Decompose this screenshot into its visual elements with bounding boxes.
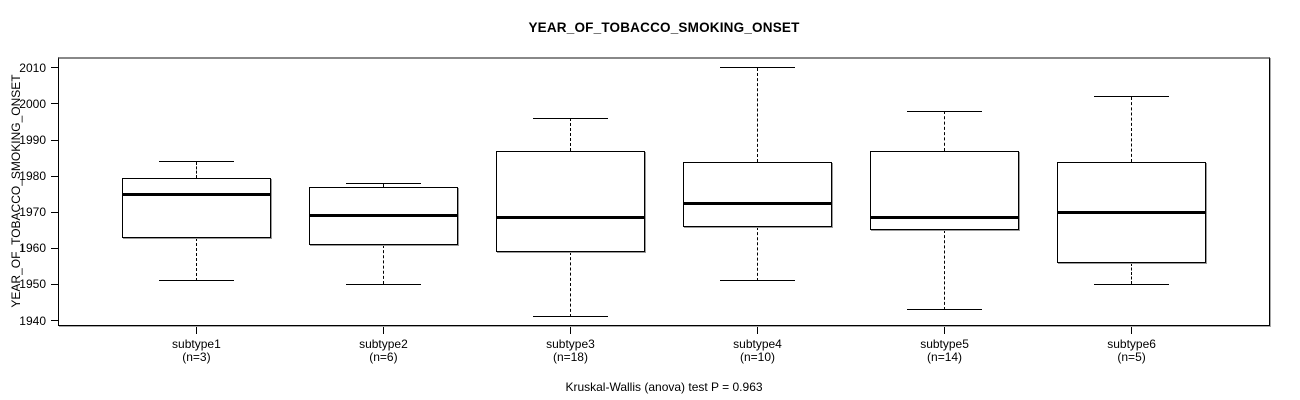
x-category-n: (n=14)	[927, 350, 963, 364]
lower-whisker-cap	[907, 309, 982, 311]
chart-title: YEAR_OF_TOBACCO_SMOKING_ONSET	[528, 20, 800, 35]
x-category-label: subtype4 (n=10)	[678, 338, 838, 364]
y-tick-mark	[51, 67, 58, 69]
median-line	[121, 192, 272, 196]
upper-whisker-cap	[346, 182, 421, 184]
y-tick-mark	[51, 247, 58, 249]
upper-whisker-line	[195, 161, 197, 178]
y-tick-label: 1970	[19, 205, 46, 220]
upper-whisker-cap	[533, 117, 608, 119]
upper-whisker-cap	[1094, 96, 1169, 98]
x-tick-mark	[1131, 327, 1133, 334]
y-tick-label: 1980	[19, 169, 46, 184]
lower-whisker-line	[195, 237, 197, 281]
lower-whisker-line	[757, 226, 759, 281]
upper-whisker-line	[1131, 96, 1133, 162]
iqr-box-subtype1	[121, 177, 272, 238]
x-category-name: subtype6	[1107, 337, 1156, 351]
upper-whisker-cap	[720, 67, 795, 69]
median-line	[869, 216, 1020, 220]
median-line	[308, 214, 459, 218]
y-tick-mark	[51, 103, 58, 105]
upper-whisker-line	[944, 111, 946, 151]
lower-whisker-cap	[720, 280, 795, 282]
iqr-box-subtype4	[682, 161, 833, 227]
x-tick-mark	[382, 327, 384, 334]
y-tick-mark	[51, 139, 58, 141]
iqr-box-subtype3	[495, 150, 646, 252]
x-tick-mark	[944, 327, 946, 334]
lower-whisker-line	[382, 244, 384, 285]
upper-whisker-cap	[907, 110, 982, 112]
y-tick-label: 2010	[19, 60, 46, 75]
x-category-name: subtype2	[359, 337, 408, 351]
upper-whisker-line	[757, 67, 759, 162]
x-category-label: subtype1 (n=3)	[116, 338, 276, 364]
y-tick-label: 2000	[19, 96, 46, 111]
y-tick-label: 1990	[19, 133, 46, 148]
y-tick-mark	[51, 211, 58, 213]
median-line	[682, 201, 833, 205]
y-tick-label: 1950	[19, 277, 46, 292]
upper-whisker-line	[382, 183, 384, 187]
lower-whisker-line	[569, 251, 571, 317]
y-tick-mark	[51, 175, 58, 177]
y-tick-label: 1960	[19, 241, 46, 256]
x-category-label: subtype3 (n=18)	[490, 338, 650, 364]
x-tick-mark	[569, 327, 571, 334]
upper-whisker-line	[569, 118, 571, 151]
x-category-name: subtype1	[172, 337, 221, 351]
x-category-label: subtype5 (n=14)	[865, 338, 1025, 364]
x-category-name: subtype3	[546, 337, 595, 351]
x-category-n: (n=6)	[369, 350, 398, 364]
x-category-n: (n=3)	[182, 350, 211, 364]
median-line	[1056, 210, 1207, 214]
x-category-n: (n=5)	[1117, 350, 1146, 364]
lower-whisker-line	[944, 230, 946, 310]
median-line	[495, 216, 646, 220]
x-tick-mark	[195, 327, 197, 334]
x-category-n: (n=18)	[552, 350, 588, 364]
x-category-label: subtype2 (n=6)	[303, 338, 463, 364]
x-category-name: subtype4	[733, 337, 782, 351]
lower-whisker-line	[1131, 262, 1133, 285]
x-tick-mark	[757, 327, 759, 334]
lower-whisker-cap	[533, 316, 608, 318]
x-category-label: subtype6 (n=5)	[1052, 338, 1212, 364]
x-category-name: subtype5	[920, 337, 969, 351]
x-category-n: (n=10)	[740, 350, 776, 364]
y-tick-mark	[51, 283, 58, 285]
upper-whisker-cap	[159, 161, 234, 163]
y-tick-mark	[51, 320, 58, 322]
lower-whisker-cap	[1094, 283, 1169, 285]
y-tick-label: 1940	[19, 313, 46, 328]
lower-whisker-cap	[346, 283, 421, 285]
lower-whisker-cap	[159, 280, 234, 282]
stat-test-caption: Kruskal-Wallis (anova) test P = 0.963	[565, 380, 763, 394]
